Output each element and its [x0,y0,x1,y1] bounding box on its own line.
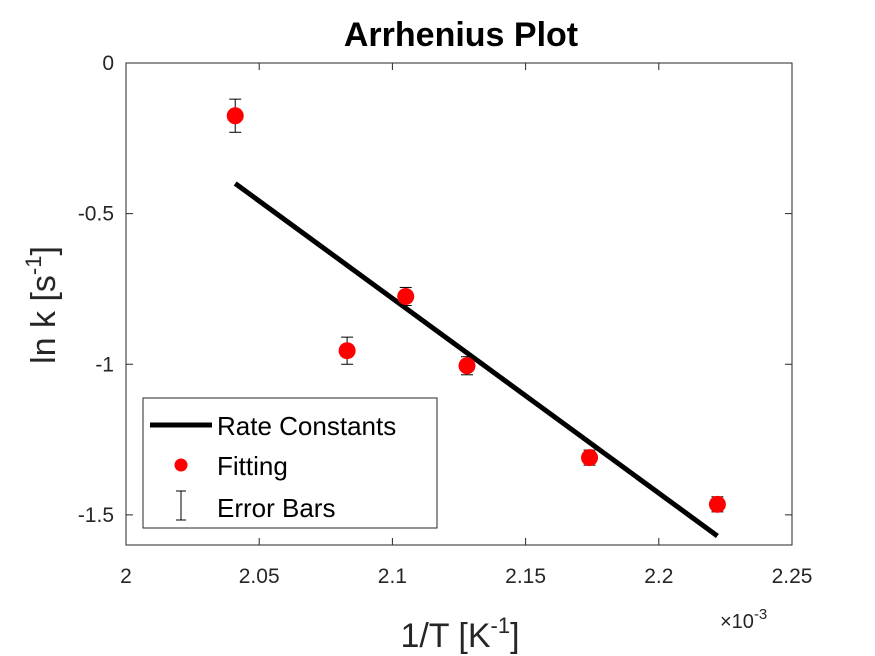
y-axis: 0 -0.5 -1 -1.5 [78,52,792,527]
data-point [708,495,726,513]
x-tick-label: 2.25 [772,565,813,588]
legend-label-fitting: Fitting [217,451,288,481]
data-point [458,357,476,375]
x-tick-label: 2.1 [378,565,407,588]
data-point [581,449,599,467]
x-tick-label: 2 [120,565,132,588]
fit-line-layer [233,181,719,538]
legend-label-error-bars: Error Bars [217,493,335,523]
fit-line [233,181,719,538]
x-tick-label: 2.05 [239,565,280,588]
legend-dot-swatch [174,458,188,472]
y-axis-label: ln k [s-1] [21,246,63,364]
plot-frame [125,62,793,546]
y-tick-label: 0 [102,52,114,75]
legend-box [142,397,438,529]
x-axis-exponent: ×10-3 [720,606,767,633]
data-point [397,287,415,305]
x-tick-label: 2.15 [505,565,546,588]
y-tick-label: -1.5 [78,504,114,527]
legend-label-rate-constants: Rate Constants [217,411,396,441]
legend-errorbar-swatch [176,490,186,521]
data-point [338,342,356,360]
x-axis-label: 1/T [K-1] [400,613,519,655]
y-tick-label: -0.5 [78,203,114,226]
legend: Rate Constants Fitting Error Bars [142,397,438,529]
points-layer [226,107,726,513]
chart-title: Arrhenius Plot [344,16,578,54]
y-tick-label: -1 [95,353,114,376]
x-axis: 2 2.05 2.1 2.15 2.2 2.25 [120,63,812,588]
data-point [226,107,244,125]
x-tick-label: 2.2 [644,565,673,588]
